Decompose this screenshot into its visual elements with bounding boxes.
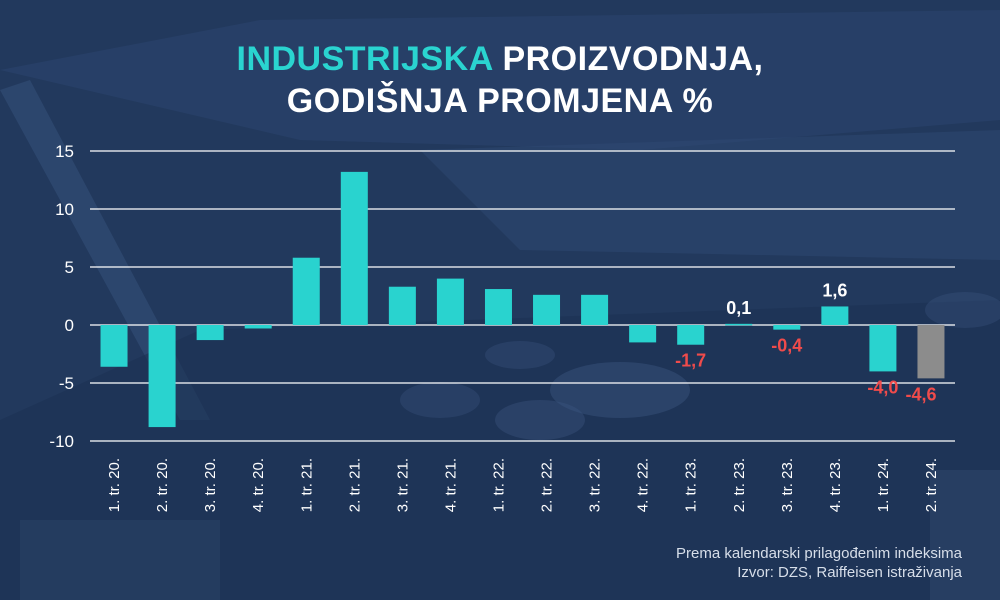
y-tick-label: -5 (59, 374, 74, 393)
y-tick-label: 5 (65, 258, 74, 277)
x-tick-label: 1. tr. 22. (490, 458, 507, 512)
bar (292, 257, 320, 325)
title-accent: INDUSTRIJSKA (236, 40, 493, 78)
x-tick-label: 2. tr. 22. (539, 458, 556, 512)
bar (436, 278, 464, 325)
footnote: Prema kalendarski prilagođenim indeksima… (676, 544, 962, 582)
x-tick-label: 3. tr. 20. (202, 458, 219, 512)
x-tick-label: 3. tr. 21. (394, 458, 411, 512)
title-line1-rest: PROIZVODNJA, (502, 40, 764, 78)
data-label: -0,4 (771, 336, 802, 356)
y-tick-label: 0 (65, 316, 74, 335)
bar (581, 294, 609, 325)
bars (100, 171, 945, 428)
bar (677, 325, 705, 345)
x-axis-ticks: 1. tr. 20. 2. tr. 20. 3. tr. 20. 4. tr. 20.… (106, 458, 940, 512)
x-tick-label: 1. tr. 24. (875, 458, 892, 512)
bar (917, 325, 945, 379)
x-tick-label: 1. tr. 20. (106, 458, 123, 512)
data-label: -4,6 (905, 384, 936, 404)
bar (629, 325, 657, 343)
title-line2: GODIŠNJA PROMJENA % (286, 82, 714, 120)
data-labels: -1,7 0,1 -0,4 1,6 -4,0 -4,6 (675, 280, 936, 404)
data-label: -1,7 (675, 351, 706, 371)
x-tick-label: 1. tr. 21. (298, 458, 315, 512)
x-tick-label: 4. tr. 23. (827, 458, 844, 512)
y-tick-label: 10 (55, 200, 74, 219)
bar (196, 325, 224, 341)
x-tick-label: 4. tr. 21. (442, 458, 459, 512)
x-tick-label: 4. tr. 22. (635, 458, 652, 512)
x-tick-label: 3. tr. 23. (779, 458, 796, 512)
data-label: 0,1 (726, 298, 751, 318)
bar (869, 325, 897, 372)
x-tick-label: 2. tr. 23. (731, 458, 748, 512)
bar (533, 294, 561, 325)
data-label: 1,6 (822, 280, 847, 300)
x-tick-label: 2. tr. 24. (923, 458, 940, 512)
bar (340, 171, 368, 325)
x-tick-label: 1. tr. 23. (683, 458, 700, 512)
bar (484, 289, 512, 325)
y-axis-ticks: 15 10 5 0 -5 -10 (49, 142, 74, 451)
bar (773, 325, 801, 330)
footnote-source: Izvor: DZS, Raiffeisen istraživanja (737, 564, 962, 581)
y-tick-label: 15 (55, 142, 74, 161)
bar (148, 325, 176, 428)
footnote-adjustment: Prema kalendarski prilagođenim indeksima (676, 545, 962, 562)
bar (821, 306, 849, 325)
y-tick-label: -10 (49, 432, 74, 451)
bar (388, 286, 416, 325)
x-tick-label: 3. tr. 22. (587, 458, 604, 512)
bar (725, 323, 753, 326)
x-tick-label: 2. tr. 20. (154, 458, 171, 512)
bar (100, 325, 128, 367)
gridlines (90, 150, 955, 442)
bar (244, 325, 272, 329)
x-tick-label: 4. tr. 20. (250, 458, 267, 512)
x-tick-label: 2. tr. 21. (346, 458, 363, 512)
chart-title: INDUSTRIJSKA PROIZVODNJA, GODIŠNJA PROMJ… (0, 38, 1000, 122)
data-label: -4,0 (867, 377, 898, 397)
